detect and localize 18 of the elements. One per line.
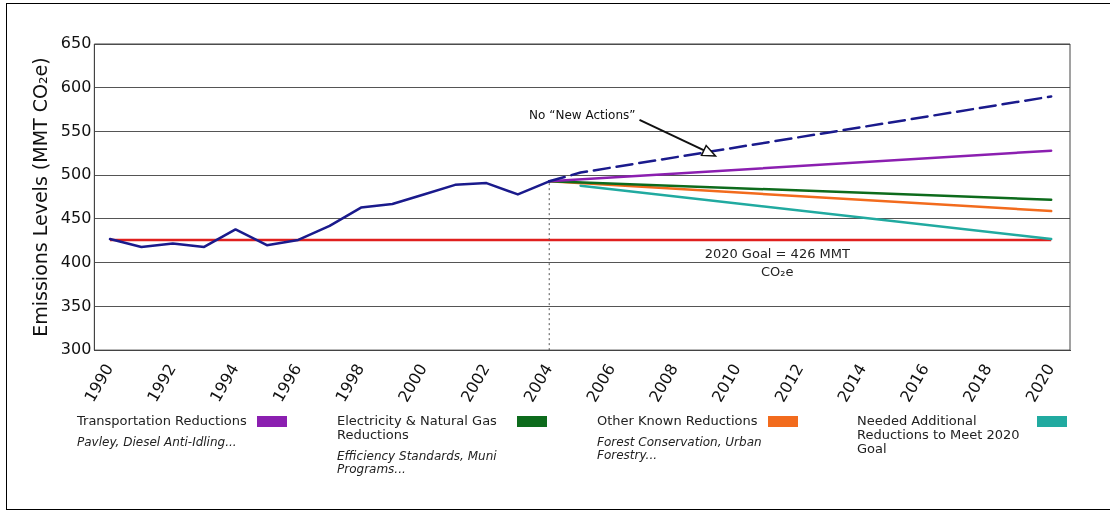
y-tick-label: 500 [60, 164, 92, 184]
y-tick-label: 400 [60, 251, 92, 271]
legend-label: Transportation Reductions [77, 413, 247, 428]
y-tick-label: 650 [60, 33, 92, 53]
y-tick-label: 550 [60, 120, 92, 140]
legend-label: Other Known Reductions [597, 413, 758, 428]
text: Pavley, Diesel Anti-Idling... [77, 435, 238, 449]
ref-line-label: 2020 Goal = 426 MMT CO₂e [704, 245, 850, 279]
text: Efficiency Standards, Muni Programs... [337, 449, 498, 476]
y-tick-label: 450 [60, 208, 92, 228]
text: Forest Conservation, Urban Forestry... [597, 435, 763, 462]
y-tick-label: 350 [60, 295, 92, 315]
y-tick-label: 600 [60, 76, 92, 96]
legend-label: Electricity & Natural Gas Reductions [337, 413, 498, 442]
legend-label: Needed Additional Reductions to Meet 2020 Goal [857, 413, 1021, 456]
y-tick-label: 300 [60, 339, 92, 359]
y-axis-title: Emissions Levels (MMT CO₂e) [29, 57, 52, 337]
annotation: No “New Actions” [529, 108, 636, 123]
